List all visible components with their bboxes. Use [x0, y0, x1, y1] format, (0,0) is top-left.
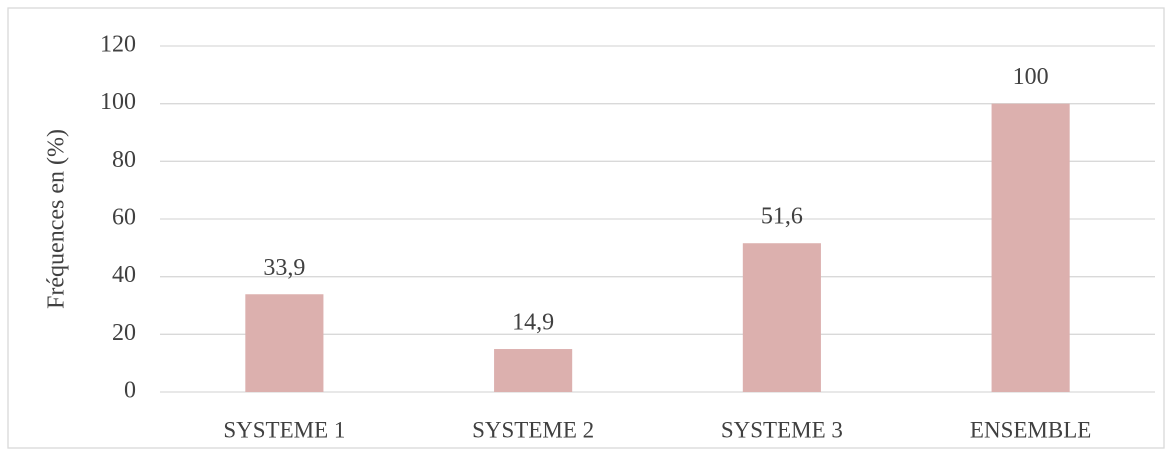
y-tick-label: 0 [124, 378, 136, 404]
bar [991, 103, 1070, 393]
y-tick-label: 60 [112, 205, 136, 231]
x-tick-label: ENSEMBLE [970, 417, 1091, 442]
y-tick-label: 40 [112, 262, 136, 288]
x-tick-label: SYSTEME 2 [472, 417, 594, 442]
bar [245, 294, 324, 392]
value-label: 100 [1013, 64, 1049, 90]
y-tick-label: 120 [100, 32, 136, 58]
y-axis-label: Fréquences en (%) [44, 129, 70, 309]
chart-border [7, 7, 1165, 449]
bar [494, 349, 573, 392]
y-tick-label: 80 [112, 147, 136, 173]
y-tick-label: 20 [112, 320, 136, 346]
bar [742, 243, 821, 392]
value-label: 51,6 [761, 204, 803, 230]
value-label: 33,9 [263, 255, 305, 281]
x-tick-label: SYSTEME 3 [721, 417, 843, 442]
value-label: 14,9 [512, 310, 554, 336]
y-tick-label: 100 [100, 89, 136, 115]
x-tick-label: SYSTEME 1 [223, 417, 345, 442]
